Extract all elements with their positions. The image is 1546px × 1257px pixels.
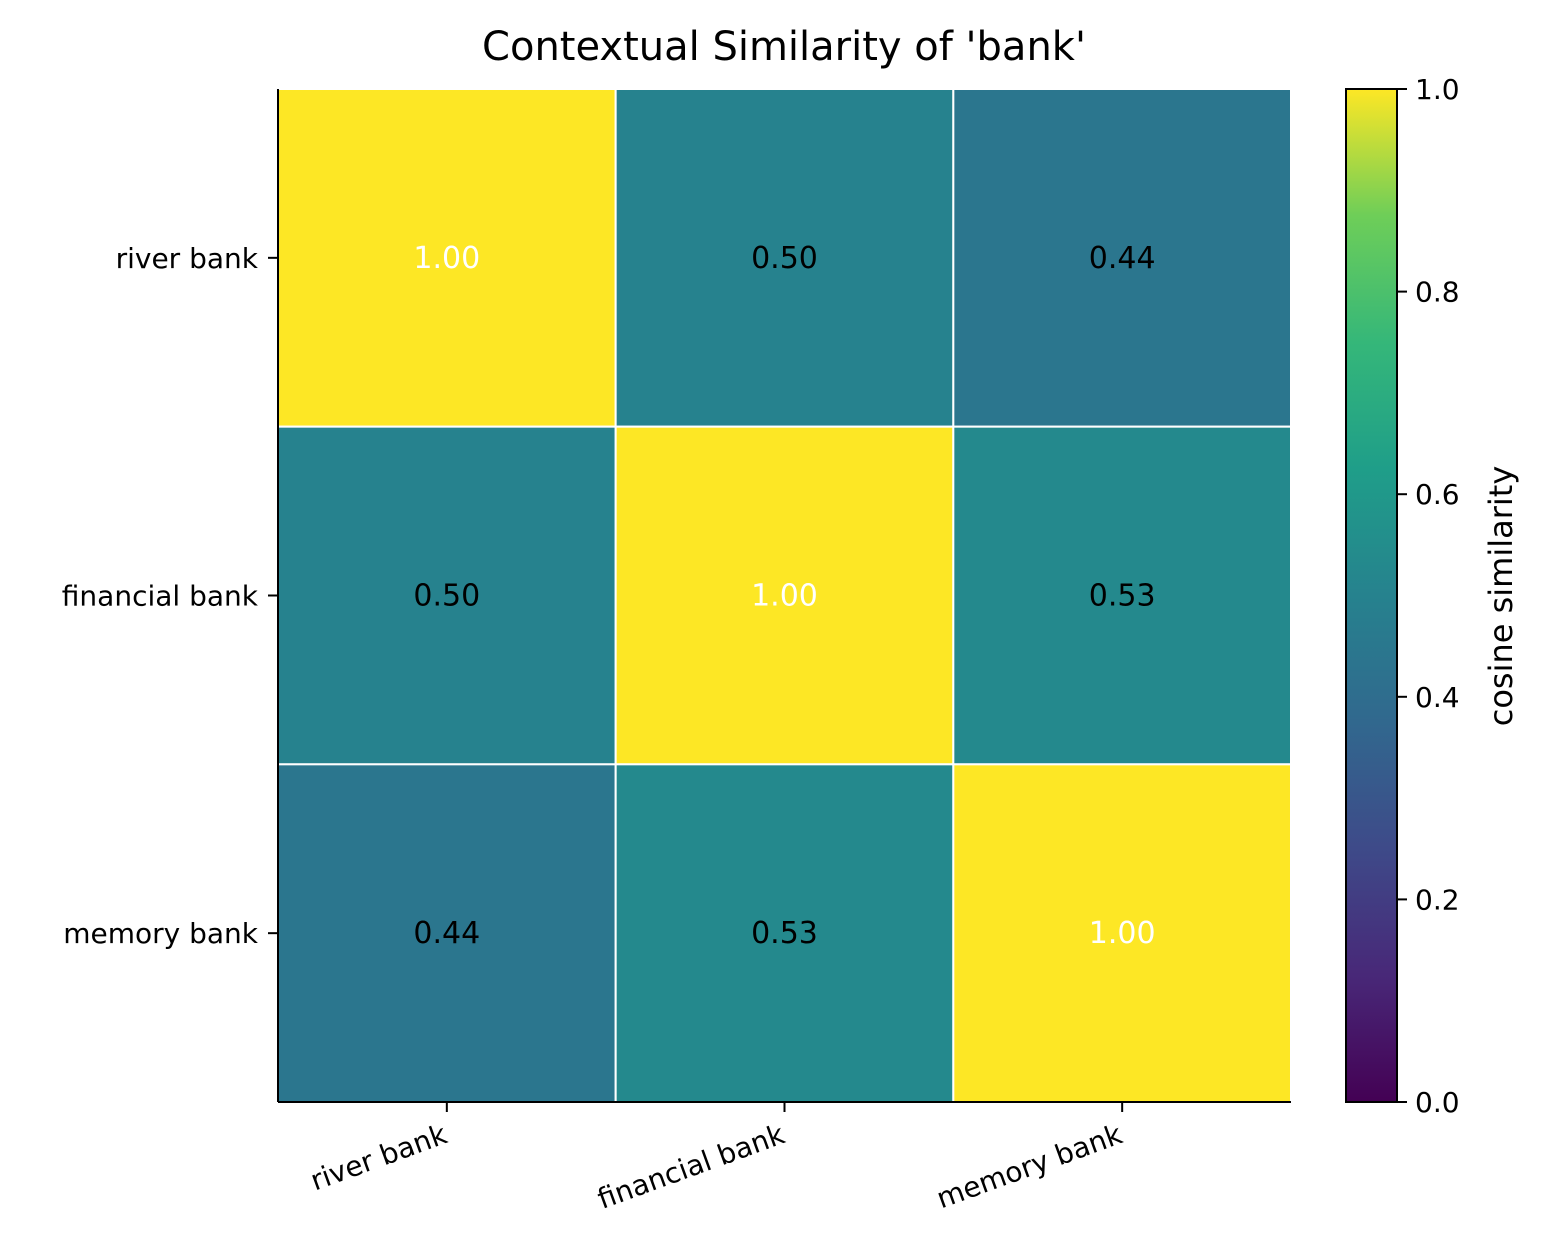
y-tick-label: river bank	[116, 242, 259, 275]
y-axis-ticks: river bank financial bank memory bank	[62, 242, 278, 950]
colorbar-ticks: 0.0 0.2 0.4 0.6 0.8 1.0	[1397, 73, 1460, 1119]
heatmap-cell	[277, 763, 617, 1103]
colorbar-tick-label: 0.4	[1415, 681, 1460, 714]
cell-value-label: 1.00	[1089, 916, 1156, 951]
heatmap-cells	[277, 88, 1292, 1103]
cell-value-label: 1.00	[413, 241, 480, 276]
colorbar-gradient	[1345, 88, 1398, 1103]
heatmap-cell	[277, 88, 617, 428]
y-tick-label: memory bank	[63, 917, 259, 950]
cell-value-label: 0.50	[413, 579, 480, 614]
heatmap-cell	[614, 88, 955, 428]
colorbar-tick-label: 0.2	[1415, 883, 1460, 916]
heatmap-cell	[614, 425, 955, 766]
cell-value-label: 0.53	[1089, 579, 1156, 614]
heatmap-cell	[952, 425, 1292, 766]
y-tick-label: financial bank	[62, 580, 259, 613]
colorbar-tick-label: 0.0	[1415, 1086, 1460, 1119]
colorbar: 0.0 0.2 0.4 0.6 0.8 1.0 cosine similarity	[1345, 73, 1520, 1119]
heatmap-cell	[614, 763, 955, 1103]
colorbar-tick-label: 1.0	[1415, 73, 1460, 106]
cell-value-label: 1.00	[751, 579, 818, 614]
x-tick-label: financial bank	[593, 1117, 789, 1215]
heatmap-cell	[277, 425, 617, 766]
colorbar-tick-label: 0.8	[1415, 276, 1460, 309]
x-tick-label: memory bank	[932, 1117, 1127, 1215]
cell-value-label: 0.50	[751, 241, 818, 276]
x-tick-label: river bank	[306, 1117, 452, 1197]
cell-value-label: 0.44	[413, 916, 480, 951]
cell-value-label: 0.44	[1089, 241, 1156, 276]
colorbar-tick-label: 0.6	[1415, 478, 1460, 511]
heatmap-cell	[952, 88, 1292, 428]
heatmap-cell-labels: 1.00 0.50 0.44 0.50 1.00 0.53 0.44 0.53 1.00	[413, 241, 1155, 951]
cell-value-label: 0.53	[751, 916, 818, 951]
x-axis-ticks: river bank financial bank memory bank	[306, 1102, 1127, 1216]
colorbar-label: cosine similarity	[1482, 466, 1520, 727]
chart-title: Contextual Similarity of 'bank'	[482, 24, 1086, 70]
